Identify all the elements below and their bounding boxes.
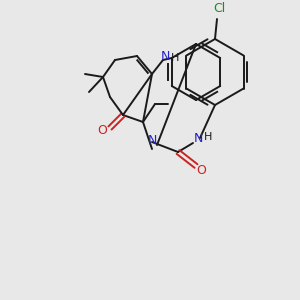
Text: H: H (171, 53, 179, 63)
Text: N: N (193, 131, 203, 145)
Text: H: H (204, 132, 212, 142)
Text: O: O (196, 164, 206, 178)
Text: O: O (97, 124, 107, 136)
Text: N: N (147, 134, 157, 146)
Text: Cl: Cl (213, 2, 225, 16)
Text: N: N (160, 50, 170, 62)
